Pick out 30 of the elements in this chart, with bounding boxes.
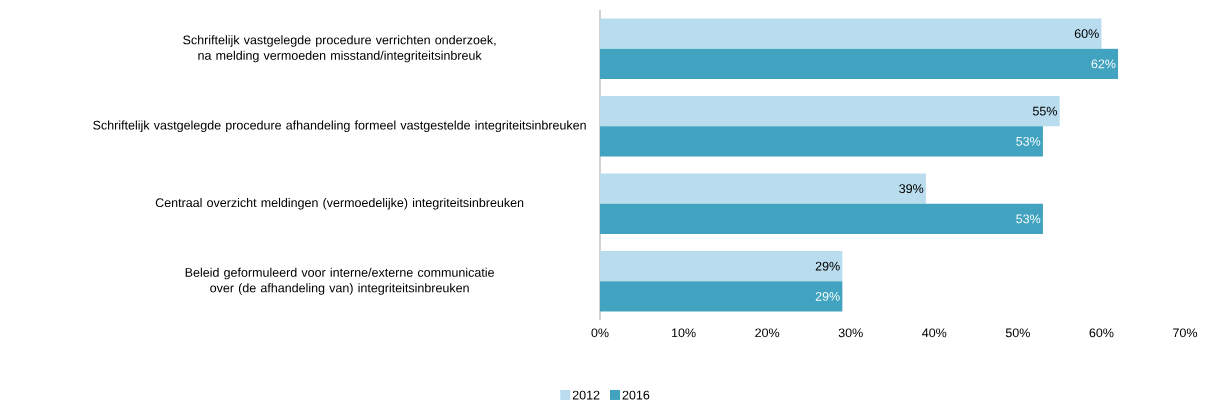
bar (600, 48, 1119, 79)
x-tick-label: 10% (672, 328, 696, 338)
bar (600, 173, 926, 204)
legend-label: 2016 (622, 390, 650, 400)
x-tick-label: 70% (1173, 328, 1198, 338)
x-tick-label: 0% (591, 328, 609, 338)
y-tick-label: Centraal overzicht meldingen (vermoedelijke) integriteitsinbreuken (155, 197, 524, 210)
y-tick-label: Schriftelijk vastgelegde procedure verrichten onderzoek, na melding vermoeden misstand/integriteitsinbreuk (183, 35, 496, 63)
data-label: 62% (1091, 59, 1116, 69)
bar (600, 126, 1043, 157)
data-label: 29% (815, 261, 840, 271)
x-tick-label: 60% (1089, 328, 1114, 338)
data-label: 60% (1074, 29, 1099, 39)
x-tick-label: 50% (1005, 328, 1030, 338)
data-label: 53% (1016, 214, 1041, 224)
bar (600, 203, 1043, 234)
x-tick-label: 40% (922, 328, 947, 338)
y-tick-label: Beleid geformuleerd voor interne/externe communicatie over (de afhandeling van) integriteitsinbreuken (185, 267, 494, 295)
data-label: 55% (1032, 106, 1057, 116)
bar (600, 96, 1060, 127)
x-tick-label: 20% (755, 328, 780, 338)
bar (600, 281, 843, 312)
data-label: 29% (815, 291, 840, 301)
bar (600, 251, 843, 282)
bar (600, 18, 1102, 49)
y-tick-label: Schriftelijk vastgelegde procedure afhandeling formeel vastgestelde integriteitsinbreuken (93, 120, 586, 133)
data-label: 39% (899, 184, 924, 194)
data-label: 53% (1016, 136, 1041, 146)
legend-label: 2012 (572, 390, 600, 400)
x-tick-label: 30% (838, 328, 863, 338)
